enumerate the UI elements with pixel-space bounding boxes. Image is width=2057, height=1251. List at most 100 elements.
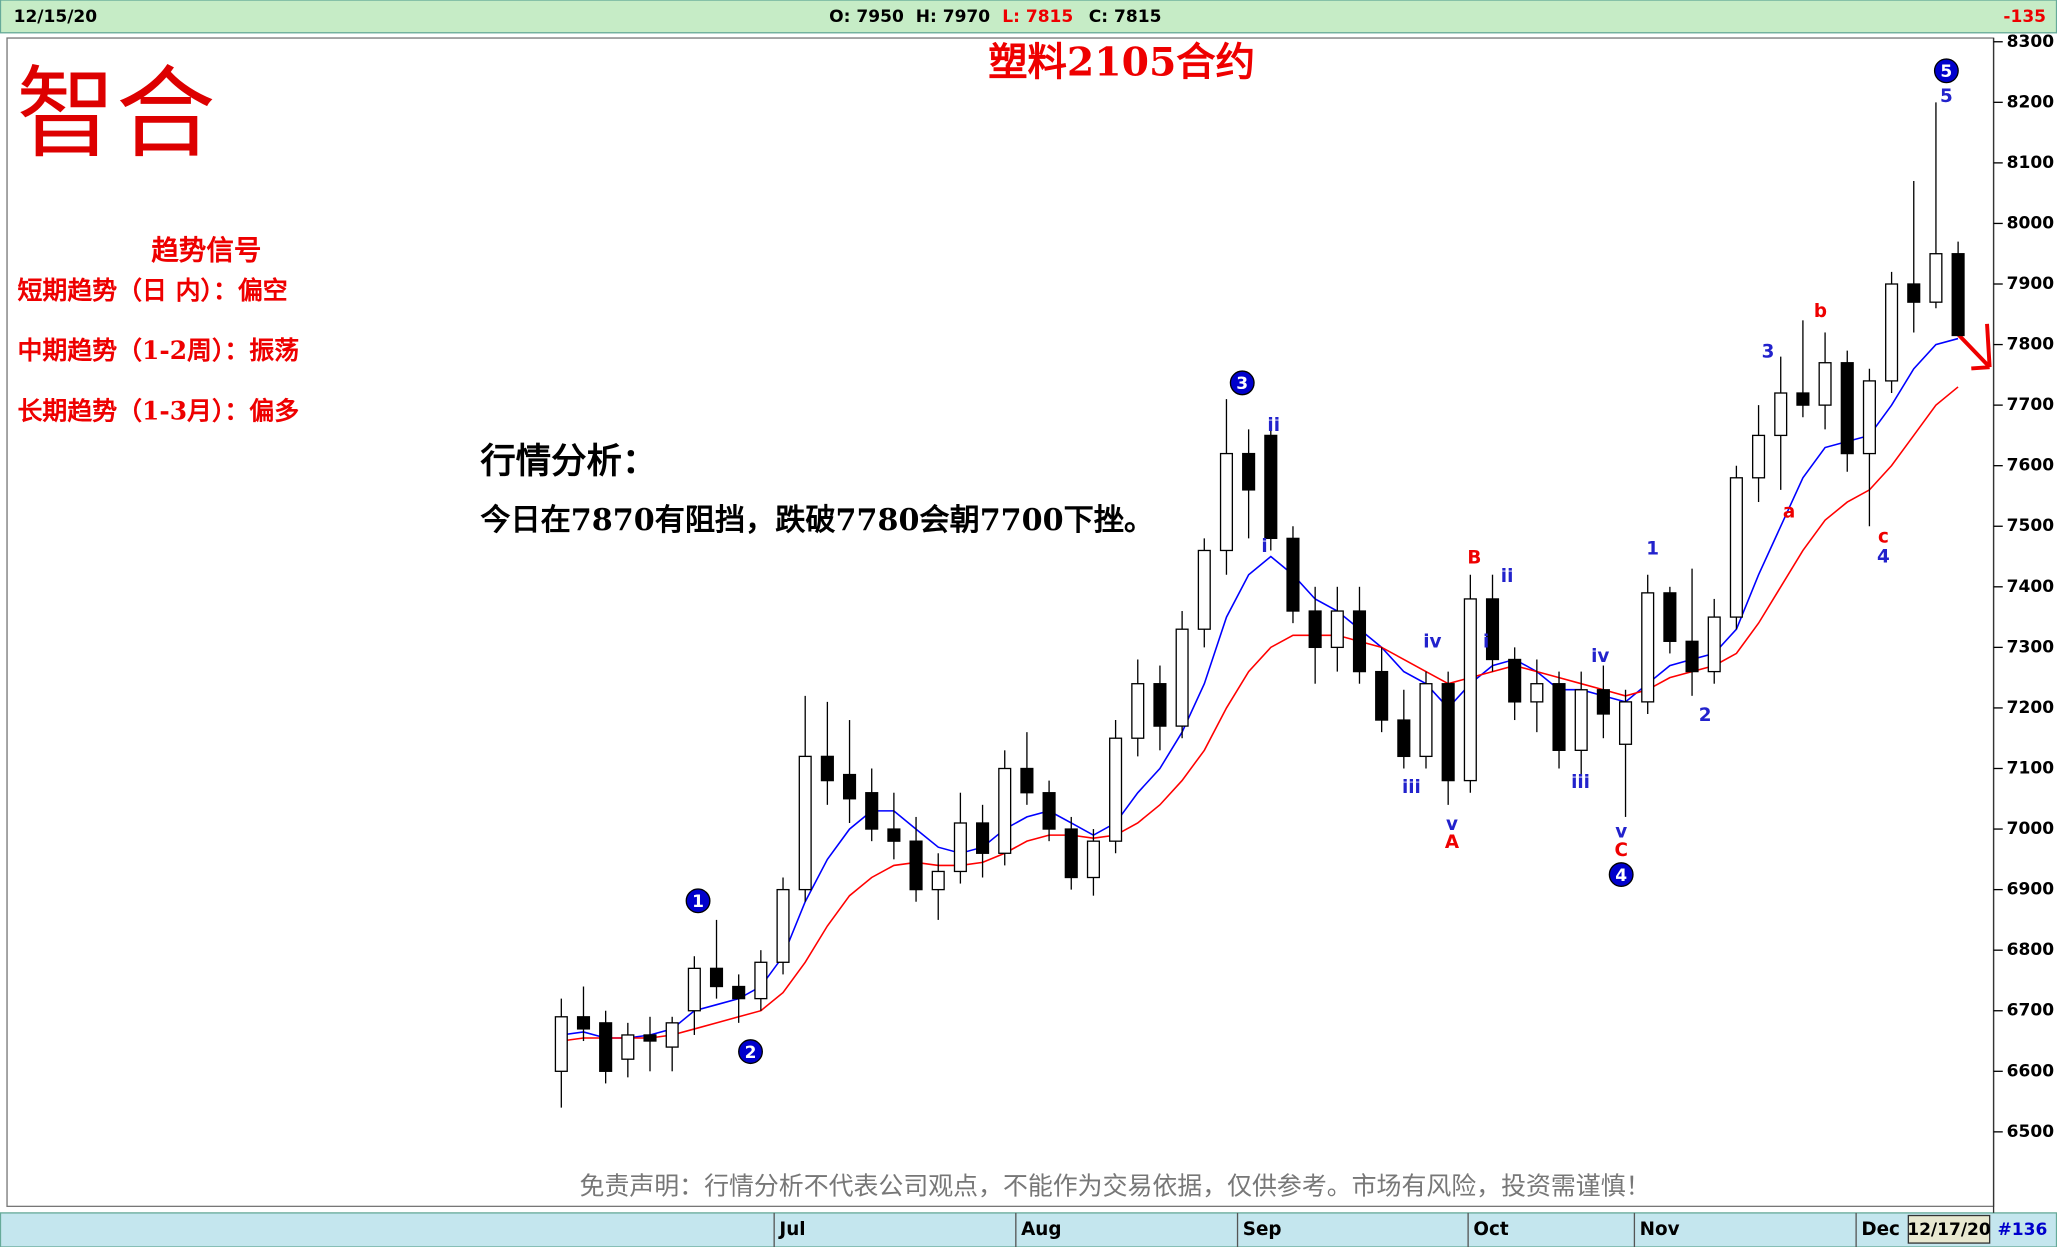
candle-body [1375,670,1389,721]
wave-label: 4 [1615,866,1627,886]
moving-average [561,386,1959,1042]
wave-label: a [1783,502,1795,523]
y-tick-label: 7200 [2007,698,2055,718]
candle-body [1707,616,1721,673]
wave-label: 5 [1940,86,1953,107]
x-tick-label: Sep [1243,1219,1282,1240]
candle-body [1618,701,1633,745]
y-tick-label: 6600 [2007,1061,2055,1081]
footer-date: 12/17/20 [1907,1220,1991,1240]
candle-body [687,967,701,1012]
candle-body [1685,640,1699,673]
candle-body [599,1022,613,1072]
candle-body [998,767,1012,854]
candle-body [1109,737,1123,842]
y-tick-label: 7700 [2007,395,2055,415]
candle-body [842,773,857,800]
candle-body [621,1034,635,1060]
wave-label: iii [1571,772,1590,793]
logo: 智合 [16,56,215,172]
candle-body [1086,840,1100,879]
wave-label: ii [1501,566,1514,587]
wave-label: v [1446,814,1458,835]
candle-body [1175,628,1189,727]
candle-body [1020,767,1034,794]
candle-body [1397,719,1411,758]
y-tick-label: 8300 [2007,32,2055,52]
candle-body [1441,683,1455,782]
candle-body [1840,362,1854,455]
candle-body [1042,792,1056,830]
y-tick-label: 6500 [2007,1122,2055,1142]
wave-label: 5 [1940,62,1952,82]
y-tick-label: 7000 [2007,819,2055,839]
header-change: -135 [2003,7,2046,27]
wave-label: iii [1402,777,1421,798]
candle-body [1752,434,1766,479]
y-tick-label: 7800 [2007,335,2055,355]
candle-body [1308,610,1322,649]
candle-body [1197,549,1211,630]
candle-body [1131,683,1145,739]
wave-label: C [1614,840,1627,861]
header-open: O: 7950 [829,7,904,27]
wave-label: 4 [1877,546,1890,567]
chart-title: 塑料2105合约 [988,40,1255,86]
candle-body [1818,362,1832,406]
wave-label: 3 [1762,342,1775,363]
candle-body [887,828,901,842]
plot-area [6,37,1995,1208]
x-tick-label: Nov [1640,1219,1680,1240]
y-tick-label: 7300 [2007,637,2055,657]
candle-body [1574,689,1588,751]
candle-body [953,822,967,873]
x-tick-label: Aug [1021,1219,1061,1240]
candle-body [1264,434,1278,540]
candle-body [1885,283,1899,382]
candle-body [865,792,879,830]
candle-body [1530,683,1544,703]
candle-body [1729,477,1743,618]
candle-body [754,961,768,1000]
wave-label: c [1878,527,1889,548]
y-tick-label: 6700 [2007,1001,2055,1021]
candle-body [1929,253,1943,303]
y-tick-label: 7500 [2007,516,2055,536]
wave-marker [738,1039,763,1065]
disclaimer: 免责声明：行情分析不代表公司观点，不能作为交易依据，仅供参考。市场有风险，投资需… [580,1171,1651,1200]
wave-label: iv [1591,646,1609,667]
y-tick-label: 7600 [2007,456,2055,476]
x-tick-label: Oct [1473,1219,1508,1240]
wave-label: ii [1267,415,1280,436]
signal-line: 中期趋势（1-2周）：振荡 [18,336,300,365]
candle-body [1064,828,1078,879]
header-bar [0,0,2057,34]
y-tick-label: 8100 [2007,153,2055,173]
wave-label: B [1467,548,1481,569]
candle-body [732,985,746,1000]
y-tick-label: 6800 [2007,940,2055,960]
y-tick-label: 7100 [2007,758,2055,778]
wave-label: b [1814,301,1827,322]
signal-line: 长期趋势（1-3月）：偏多 [18,397,300,426]
candle-body [798,755,812,891]
candle-body [1153,683,1167,727]
candle-body [643,1034,657,1042]
wave-label: v [1615,822,1627,843]
y-tick-label: 8200 [2007,92,2055,112]
candle-body [820,755,834,782]
header-low: L: 7815 [1002,7,1073,27]
wave-label: i [1261,536,1267,557]
candle-body [709,967,724,988]
header-close: C: 7815 [1089,7,1162,27]
wave-marker [1608,862,1634,888]
y-tick-label: 6900 [2007,880,2055,900]
candle-body [1641,592,1655,703]
moving-average [561,337,1959,1039]
candle-body [931,870,945,891]
candle-body [1219,452,1234,552]
candle-body [576,1016,591,1030]
wave-label: 2 [745,1043,757,1063]
analysis-text: 今日在7870有阻挡，跌破7780会朝7700下挫。 [480,502,1154,538]
wave-label: i [1483,632,1489,653]
